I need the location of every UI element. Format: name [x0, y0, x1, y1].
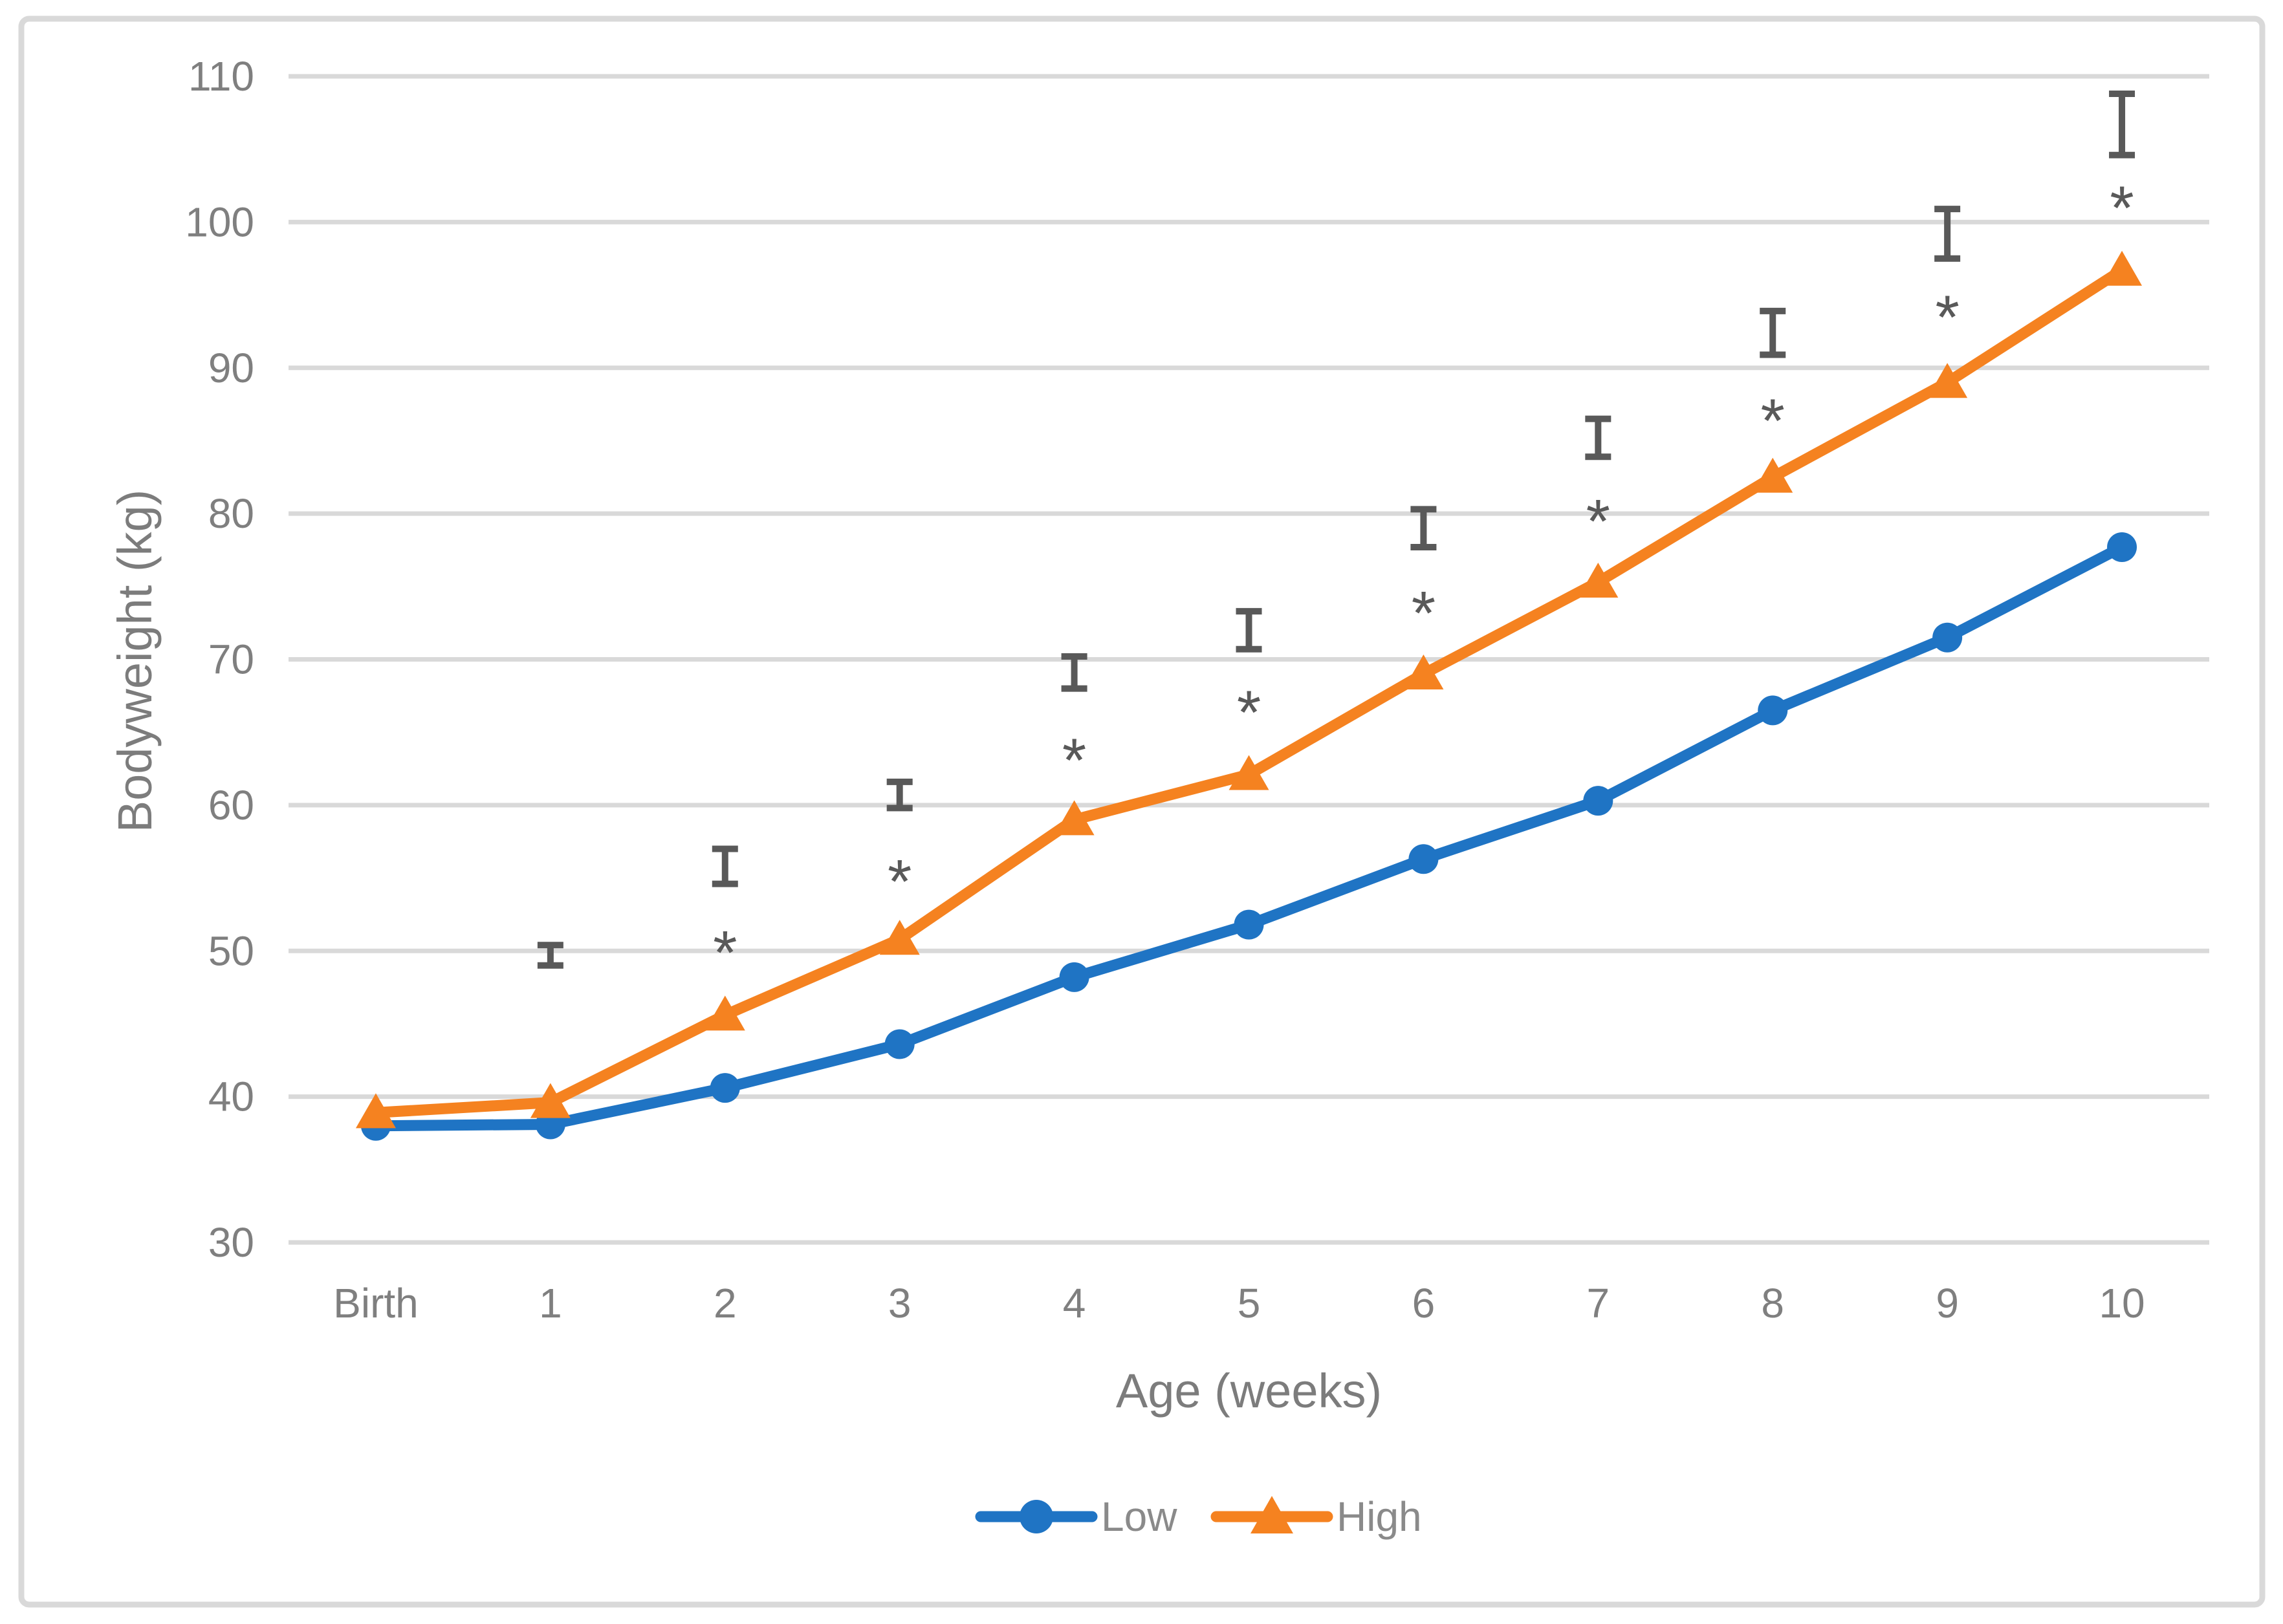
marker-low-10 [2107, 532, 2137, 562]
marker-high-10 [2102, 250, 2143, 286]
marker-high-3 [879, 920, 920, 955]
figure-border [18, 16, 2266, 1608]
marker-low-5 [1234, 909, 1264, 940]
error-bar-week-6 [1410, 506, 1437, 550]
x-tick-label-10: 10 [2099, 1280, 2145, 1326]
y-tick-label-90: 90 [208, 345, 254, 391]
x-tick-label-7: 7 [1587, 1280, 1610, 1326]
y-tick-label-100: 100 [185, 199, 254, 245]
legend-circle-marker-icon [1020, 1500, 1053, 1533]
y-tick-label-80: 80 [208, 490, 254, 537]
marker-high-9 [1927, 363, 1968, 398]
series-high [355, 250, 2143, 1129]
x-tick-label-1: 1 [539, 1280, 562, 1326]
legend-label-low: Low [1101, 1493, 1177, 1540]
marker-high-6 [1403, 655, 1444, 690]
x-tick-label-6: 6 [1412, 1280, 1436, 1326]
x-tick-label-5: 5 [1238, 1280, 1261, 1326]
legend-item-low: Low [975, 1493, 1177, 1540]
x-tick-label-2: 2 [714, 1280, 737, 1326]
x-tick-label-3: 3 [888, 1280, 912, 1326]
y-axis-tick-labels: 110 100 90 80 70 60 50 40 30 [185, 53, 254, 1266]
y-axis-title: Bodyweight (kg) [108, 490, 162, 833]
y-tick-label-60: 60 [208, 782, 254, 828]
legend-item-high: High [1210, 1493, 1422, 1540]
significance-asterisk-week-5: * [1237, 678, 1261, 747]
y-tick-label-70: 70 [208, 636, 254, 683]
x-axis-tick-labels: Birth 1 2 3 4 5 6 7 8 9 10 [333, 1280, 2145, 1326]
marker-low-3 [884, 1029, 915, 1059]
error-bar-week-1 [537, 942, 563, 969]
marker-high-5 [1229, 755, 1269, 790]
error-bar-week-4 [1061, 653, 1087, 692]
y-tick-label-30: 30 [208, 1219, 254, 1266]
legend: Low High [975, 1493, 1422, 1540]
marker-high-2 [705, 995, 745, 1031]
significance-bars-group: * * * * * * * * * [537, 91, 2136, 988]
marker-low-8 [1758, 695, 1788, 726]
marker-low-7 [1583, 786, 1613, 816]
marker-high-8 [1753, 457, 1793, 493]
marker-low-2 [710, 1073, 740, 1103]
significance-asterisk-week-4: * [1062, 726, 1086, 796]
x-axis-title: Age (weeks) [1116, 1364, 1382, 1418]
significance-asterisk-week-6: * [1412, 579, 1436, 648]
marker-low-9 [1932, 622, 1963, 653]
marker-low-4 [1059, 962, 1089, 992]
marker-high-7 [1578, 563, 1619, 598]
gridlines-group [289, 74, 2209, 1245]
legend-label-high: High [1337, 1493, 1422, 1540]
x-tick-label-9: 9 [1936, 1280, 1959, 1326]
significance-asterisk-week-2: * [713, 918, 737, 988]
y-tick-label-50: 50 [208, 927, 254, 974]
significance-asterisk-week-8: * [1761, 387, 1785, 456]
error-bar-week-10 [2109, 91, 2136, 158]
marker-high-birth [355, 1093, 396, 1129]
marker-low-6 [1408, 844, 1439, 874]
significance-asterisk-week-9: * [1935, 283, 1959, 352]
significance-asterisk-week-7: * [1586, 487, 1610, 556]
error-bar-week-3 [886, 778, 913, 812]
error-bar-week-7 [1585, 415, 1611, 460]
x-tick-label-8: 8 [1761, 1280, 1784, 1326]
error-bar-week-9 [1934, 206, 1961, 262]
significance-asterisk-week-10: * [2110, 174, 2134, 243]
x-tick-label-4: 4 [1063, 1280, 1086, 1326]
error-bar-week-8 [1760, 307, 1786, 358]
x-tick-label-birth: Birth [333, 1280, 419, 1326]
legend-triangle-marker-icon [1251, 1496, 1293, 1533]
error-bar-week-2 [712, 845, 738, 887]
significance-asterisk-week-3: * [888, 847, 912, 916]
y-tick-label-110: 110 [188, 53, 254, 100]
error-bar-week-5 [1236, 608, 1262, 653]
y-tick-label-40: 40 [208, 1074, 254, 1120]
marker-high-4 [1054, 800, 1095, 836]
marker-high-1 [530, 1083, 571, 1118]
